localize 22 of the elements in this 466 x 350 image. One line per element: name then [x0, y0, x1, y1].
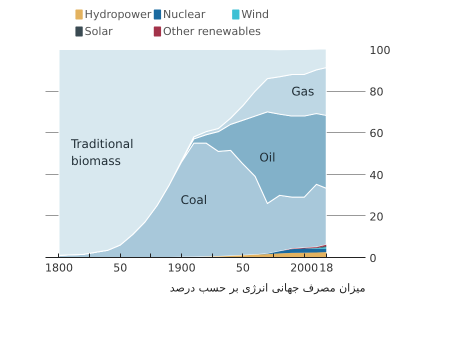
legend-label: Wind — [241, 8, 270, 21]
x-tick-label: 1800 — [44, 262, 73, 274]
series-label: Oil — [259, 150, 276, 165]
x-tick-label: 1900 — [168, 262, 196, 274]
legend-label: Nuclear — [163, 8, 206, 21]
x-tick-label: 18 — [319, 262, 334, 274]
legend-label: Other renewables — [163, 25, 262, 38]
x-tick-label: 50 — [236, 262, 250, 274]
x-tick-label: 50 — [113, 262, 128, 274]
legend-label: Hydropower — [84, 8, 152, 21]
y-tick-label: 40 — [370, 168, 384, 182]
series-label: Traditional biomass — [70, 137, 134, 168]
text: میزان مصرف جهانی انرژی بر حسب درصد — [170, 282, 366, 294]
y-tick-label: 20 — [370, 210, 384, 224]
legend-label: Solar — [84, 25, 114, 38]
series-label: Coal — [180, 193, 208, 208]
y-tick-label: 0 — [370, 252, 376, 265]
x-tick-label: 2000 — [290, 262, 318, 274]
y-tick-label: 100 — [370, 44, 390, 57]
y-tick-label: 80 — [370, 86, 384, 99]
y-tick-label: 60 — [370, 127, 384, 140]
series-label: Gas — [291, 84, 314, 99]
